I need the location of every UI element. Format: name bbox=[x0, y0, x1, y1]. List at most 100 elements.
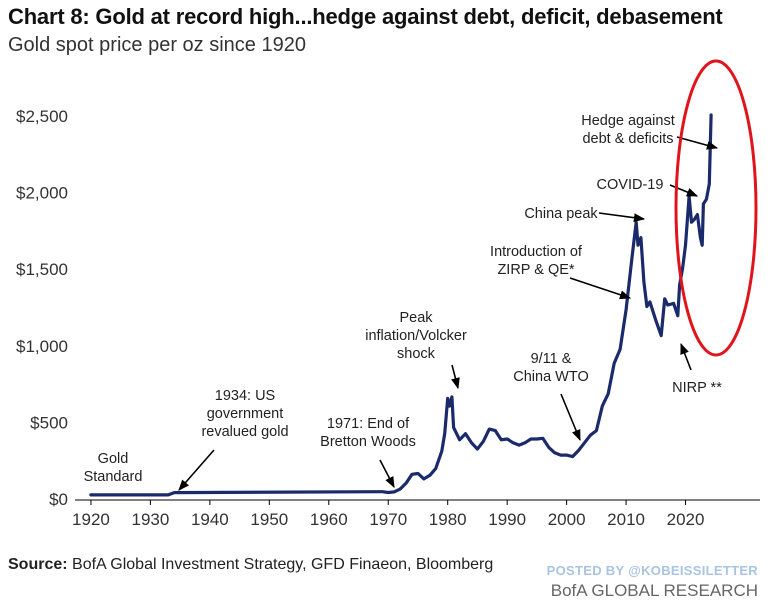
y-tick-label: $2,000 bbox=[16, 184, 68, 203]
data-point bbox=[642, 280, 646, 284]
data-point bbox=[535, 437, 539, 441]
x-tick-label: 1920 bbox=[72, 510, 110, 529]
data-point bbox=[636, 244, 640, 247]
data-point bbox=[167, 493, 170, 497]
data-point bbox=[690, 221, 693, 224]
annotation-label: China peak bbox=[524, 206, 598, 222]
data-point bbox=[506, 437, 509, 441]
y-tick-label: $1,000 bbox=[16, 337, 68, 356]
annotation-label: Gold Standard bbox=[84, 451, 143, 485]
data-point bbox=[410, 473, 414, 476]
data-point bbox=[678, 283, 681, 287]
data-point bbox=[476, 447, 479, 451]
data-point bbox=[589, 434, 592, 437]
brand-footer: BofA GLOBAL RESEARCH bbox=[550, 581, 758, 600]
y-tick-label: $0 bbox=[49, 490, 68, 509]
data-point bbox=[648, 300, 652, 304]
annotation-line: 1934: US bbox=[215, 388, 275, 404]
data-point bbox=[571, 455, 574, 458]
data-point bbox=[601, 404, 604, 408]
data-point bbox=[482, 440, 485, 443]
data-point bbox=[458, 438, 461, 441]
data-point bbox=[488, 427, 491, 431]
data-point bbox=[709, 113, 713, 117]
annotation-line: government bbox=[207, 406, 284, 422]
data-point bbox=[443, 432, 446, 435]
data-point bbox=[583, 441, 586, 444]
x-tick-label: 1990 bbox=[488, 510, 526, 529]
annotation-label: 1934: US government revalued gold bbox=[201, 388, 288, 440]
data-point bbox=[672, 302, 675, 305]
x-tick-label: 2000 bbox=[548, 510, 586, 529]
data-point bbox=[422, 477, 426, 481]
data-point bbox=[173, 491, 176, 494]
annotation-line: COVID-19 bbox=[597, 177, 664, 193]
annotation-arrow bbox=[569, 277, 632, 300]
data-point bbox=[89, 493, 93, 497]
source-label: Source: bbox=[8, 556, 68, 573]
data-point bbox=[687, 195, 691, 198]
data-point bbox=[618, 348, 622, 351]
data-point bbox=[464, 432, 467, 435]
data-point bbox=[705, 198, 708, 201]
data-point bbox=[577, 449, 580, 452]
annotation-line: ZIRP & QE* bbox=[497, 262, 574, 278]
data-point bbox=[681, 267, 684, 270]
x-tick-label: 1970 bbox=[369, 510, 407, 529]
annotation-line: 1971: End of bbox=[327, 416, 410, 432]
data-point bbox=[404, 481, 408, 485]
data-point bbox=[684, 244, 687, 247]
data-point bbox=[416, 472, 420, 475]
annotation-line: revalued gold bbox=[201, 424, 288, 440]
x-tick-label: 2020 bbox=[667, 510, 705, 529]
annotation-arrow bbox=[676, 136, 719, 150]
annotation-line: Peak bbox=[399, 310, 433, 326]
data-point bbox=[559, 453, 562, 457]
posted-by-watermark: POSTED BY @KOBEISSILETTER bbox=[546, 563, 758, 578]
x-tick-label: 2010 bbox=[607, 510, 645, 529]
annotation-label: Hedge against debt & deficits bbox=[581, 113, 675, 147]
annotation-arrow bbox=[669, 184, 699, 197]
x-tick-label: 1960 bbox=[310, 510, 348, 529]
data-point bbox=[529, 437, 533, 441]
y-tick-label: $500 bbox=[30, 413, 68, 432]
highlight-ellipse bbox=[674, 59, 758, 357]
annotation-line: China WTO bbox=[513, 369, 588, 385]
data-point bbox=[635, 221, 638, 224]
data-point bbox=[702, 202, 705, 206]
series-line bbox=[89, 113, 713, 497]
data-point bbox=[666, 303, 669, 307]
data-point bbox=[387, 491, 390, 494]
annotation-arrow bbox=[451, 364, 460, 390]
annotation-line: shock bbox=[397, 346, 436, 362]
data-point bbox=[654, 319, 657, 322]
data-point bbox=[398, 487, 402, 491]
annotation-label: Introduction of ZIRP & QE* bbox=[490, 244, 583, 278]
chart-subtitle: Gold spot price per oz since 1920 bbox=[8, 34, 306, 56]
data-point bbox=[630, 256, 634, 259]
data-point bbox=[645, 305, 649, 308]
data-point bbox=[446, 397, 449, 400]
annotation-label: 1971: End of Bretton Woods bbox=[320, 416, 416, 450]
annotation-arrow bbox=[560, 393, 581, 442]
annotation-line: 9/11 & bbox=[531, 351, 572, 367]
annotation-label: NIRP ** bbox=[672, 380, 722, 396]
annotation-arrow bbox=[379, 459, 395, 488]
data-point bbox=[607, 392, 610, 395]
annotation-line: inflation/Volcker bbox=[365, 328, 467, 344]
annotation-arrow bbox=[680, 342, 692, 371]
source-text: BofA Global Investment Strategy, GFD Fin… bbox=[72, 556, 494, 573]
annotation-line: Gold bbox=[98, 451, 129, 467]
source-note: Source: BofA Global Investment Strategy,… bbox=[8, 556, 493, 574]
annotation-line: Standard bbox=[84, 469, 143, 485]
annotation-label: Peak inflation/Volcker shock bbox=[365, 310, 467, 362]
data-point bbox=[613, 362, 616, 365]
data-point bbox=[523, 441, 527, 444]
data-point bbox=[434, 467, 437, 470]
annotation-line: Introduction of bbox=[490, 244, 583, 260]
x-tick-label: 1980 bbox=[429, 510, 467, 529]
chart-title: Chart 8: Gold at record high...hedge aga… bbox=[8, 4, 723, 29]
data-point bbox=[470, 441, 473, 444]
annotation-arrow bbox=[598, 212, 646, 223]
